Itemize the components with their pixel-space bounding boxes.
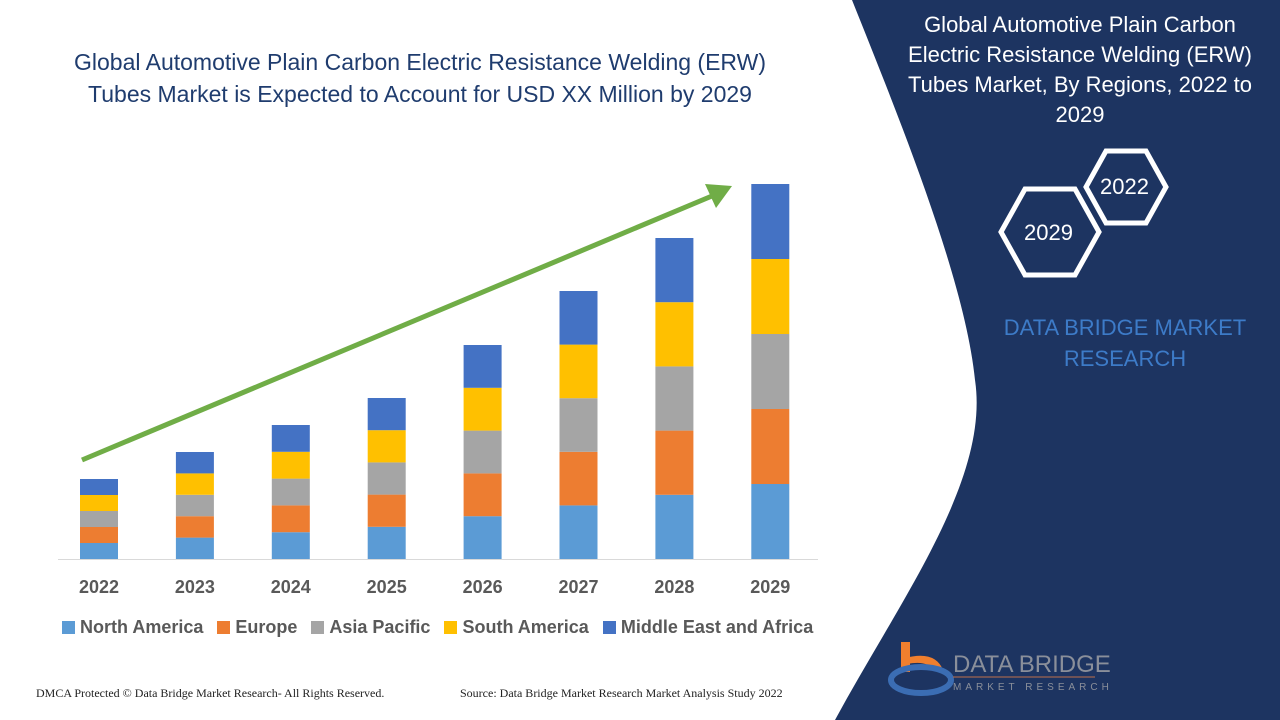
legend-label: North America: [80, 617, 204, 637]
bar-segment-2026-europe: [463, 473, 502, 517]
hexagon-2029: [998, 186, 1102, 278]
bar-segment-2023-south-america: [175, 473, 214, 495]
bar-segment-2022-middle-east-and-africa: [80, 479, 118, 495]
bar-segment-2024-europe: [271, 505, 310, 533]
bar-segment-2026-south-america: [463, 387, 502, 431]
logo-subtext: MARKET RESEARCH: [953, 682, 1113, 693]
bar-segment-2026-middle-east-and-africa: [463, 345, 502, 388]
hexagon-2022: [1083, 148, 1169, 226]
bar-segment-2022-north-america: [80, 543, 118, 559]
bar-segment-2022-south-america: [80, 495, 118, 511]
bar-segment-2028-europe: [655, 430, 694, 495]
bar-segment-2027-asia-pacific: [559, 398, 598, 452]
bar-segment-2023-middle-east-and-africa: [175, 452, 214, 474]
data-bridge-logo: DATA BRIDGE MARKET RESEARCH: [888, 642, 1113, 696]
legend-item: North America: [62, 617, 203, 638]
bar-segment-2023-europe: [175, 516, 214, 538]
bar-segment-2027-south-america: [559, 344, 598, 399]
x-tick-label: 2023: [175, 577, 215, 597]
logo-text: DATA BRIDGE: [953, 651, 1111, 678]
bar-segment-2027-europe: [559, 451, 598, 506]
legend-label: Europe: [235, 617, 298, 637]
bar-segment-2023-asia-pacific: [175, 494, 214, 517]
bar-segment-2027-middle-east-and-africa: [559, 291, 598, 345]
legend-swatch: [444, 621, 458, 634]
bar-segment-2022-europe: [80, 527, 118, 543]
legend-label: South America: [462, 617, 589, 637]
x-tick-label: 2024: [271, 577, 311, 597]
bar-segment-2029-middle-east-and-africa: [751, 184, 790, 259]
legend-item: Middle East and Africa: [602, 617, 814, 638]
hex-label-2022: 2022: [1100, 174, 1149, 199]
legend-swatch: [217, 621, 231, 634]
bar-segment-2028-middle-east-and-africa: [655, 238, 694, 303]
bar-segment-2024-south-america: [271, 451, 310, 479]
x-tick-label: 2028: [654, 577, 694, 597]
x-tick-label: 2025: [367, 577, 407, 597]
bar-segment-2029-asia-pacific: [751, 334, 790, 409]
legend-item: South America: [444, 617, 589, 638]
bar-segment-2027-north-america: [559, 505, 598, 559]
legend-swatch: [311, 621, 325, 634]
side-panel-title: Global Automotive Plain Carbon Electric …: [907, 12, 1253, 127]
x-tick-label: 2027: [558, 577, 598, 597]
bar-segment-2028-south-america: [655, 302, 694, 367]
hex-label-2029: 2029: [1024, 220, 1073, 245]
bar-segment-2029-europe: [751, 409, 790, 484]
page-title: Global Automotive Plain Carbon Electric …: [74, 49, 766, 107]
trend-arrow-line: [81, 193, 713, 463]
legend-swatch: [62, 621, 75, 634]
x-tick-label: 2029: [750, 577, 790, 597]
bar-segment-2022-asia-pacific: [80, 511, 118, 527]
footer-source: Source: Data Bridge Market Research Mark…: [460, 686, 783, 700]
trend-arrow-head: [705, 184, 732, 208]
bar-segment-2028-north-america: [655, 494, 694, 559]
legend-item: Asia Pacific: [311, 617, 430, 638]
stacked-bar-chart: 2022 2023 2024 2025 2026 2027 2028 2029: [58, 184, 818, 597]
legend-item: Europe: [217, 617, 297, 638]
bar-segment-2025-middle-east-and-africa: [367, 398, 406, 431]
legend-label: Asia Pacific: [329, 617, 431, 637]
brand-text: DATA BRIDGE MARKET RESEARCH: [1003, 315, 1247, 371]
x-tick-label: 2026: [463, 577, 503, 597]
bar-segment-2025-asia-pacific: [367, 462, 406, 495]
bar-segment-2028-asia-pacific: [655, 366, 694, 431]
bar-segment-2025-north-america: [367, 526, 406, 559]
legend-swatch: [602, 621, 616, 634]
bar-segment-2024-middle-east-and-africa: [271, 425, 310, 452]
x-tick-label: 2022: [79, 577, 119, 597]
bar-segment-2023-north-america: [175, 537, 214, 559]
bar-segment-2024-asia-pacific: [271, 478, 310, 506]
bar-segment-2025-europe: [367, 494, 406, 527]
legend-label: Middle East and Africa: [620, 617, 814, 637]
chart-legend: North America Europe Asia Pacific South Ame…: [62, 617, 813, 638]
bar-segment-2026-north-america: [463, 516, 502, 559]
bar-segment-2025-south-america: [367, 430, 406, 463]
bar-segment-2024-north-america: [271, 532, 310, 559]
footer-copyright: DMCA Protected © Data Bridge Market Rese…: [36, 686, 385, 700]
bar-segment-2029-south-america: [751, 259, 790, 334]
bar-segment-2029-north-america: [751, 484, 790, 559]
bar-segment-2026-asia-pacific: [463, 430, 502, 474]
